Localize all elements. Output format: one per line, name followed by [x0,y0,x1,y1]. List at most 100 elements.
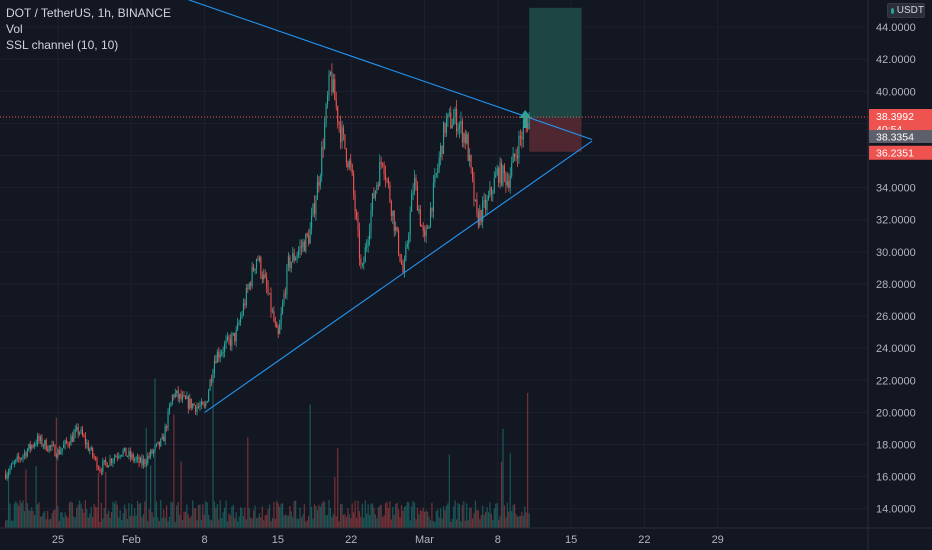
volume-bar [363,517,365,528]
candle-body [296,255,298,259]
volume-bar [103,508,105,528]
symbol-title[interactable]: DOT / TetherUS, 1h, BINANCE [6,6,171,20]
volume-bar [331,517,333,528]
volume-bar [164,517,166,528]
volume-bar [435,511,437,528]
volume-label[interactable]: Vol [6,22,23,36]
volume-bar [341,504,343,528]
volume-bar [453,506,455,528]
candle-body [318,181,320,186]
volume-bar [251,518,253,528]
volume-bar [244,507,246,528]
volume-bar [412,500,414,528]
candle-body [180,394,182,400]
candle-body [224,343,226,352]
volume-bar [473,513,475,528]
volume-bar [509,453,511,528]
volume-bar [513,504,516,528]
volume-bar [415,519,417,528]
volume-bar [39,516,42,528]
volume-bar [100,502,102,528]
volume-bar [434,521,436,528]
candle-body [32,445,34,447]
indicator-label[interactable]: SSL channel (10, 10) [6,38,119,52]
volume-bar [35,466,37,528]
volume-bar [203,514,205,528]
candle-body [200,402,202,406]
currency-button[interactable]: USDT [887,3,925,18]
volume-bar [445,505,448,528]
support-trendline [204,140,593,413]
volume-bar [374,514,376,528]
candle-body [184,395,186,399]
volume-bar [242,516,245,528]
price-tick-label: 14.0000 [876,504,916,516]
candle-body [347,162,349,168]
volume-bar [274,518,276,528]
volume-bar [367,504,369,528]
volume-bar [89,513,91,528]
time-tick-label: 8 [495,534,501,546]
volume-bar [70,501,72,528]
candle-body [369,231,371,241]
candle-body [492,192,494,194]
volume-bar [328,500,330,528]
long-position-tool[interactable] [529,7,582,152]
candle-body [68,445,70,447]
candle-body [282,303,284,314]
candle-body [384,174,387,180]
candle-body [92,447,94,456]
candle-body [264,274,266,278]
candle-body [270,293,272,312]
candle-body [54,445,56,457]
volume-bar [399,517,401,528]
volume-bar [524,506,526,528]
candle-body [328,74,330,96]
status-dot-icon [891,7,894,14]
volume-bar [292,517,294,528]
volume-bar [428,516,430,528]
volume-bar [134,508,136,528]
volume-bar [451,518,453,528]
volume-bar [266,514,268,528]
candle-body [386,179,388,181]
candle-body [64,440,66,445]
time-axis[interactable]: 25 Feb 8 15 22 Mar 8 15 22 29 [0,527,932,546]
candle-body [490,187,492,194]
candle-body [371,193,374,211]
volume-bar [141,517,143,528]
volume-bar [237,521,239,528]
volume-bar [454,500,456,528]
volume-bar [360,516,362,528]
candle-body [329,72,331,75]
volume-bar [154,378,156,528]
candle-body [118,456,120,458]
volume-bar [493,508,495,528]
volume-bar [92,517,94,528]
volume-bar [180,461,182,528]
candle-body [202,402,204,405]
volume-bar [245,519,247,528]
volume-bar [107,510,110,528]
candle-body [116,456,118,458]
volume-bar [477,510,479,528]
candle-body [31,445,33,449]
candle-body [190,398,192,409]
candle-body [47,450,49,452]
volume-bar [105,471,107,528]
trendlines[interactable] [0,0,868,413]
price-axis[interactable]: 44.000042.000040.000038.000036.000034.00… [867,0,916,550]
volume-bar [81,508,84,528]
candle-body [489,187,491,196]
candle-body [18,456,20,459]
volume-bar [177,501,179,528]
volume-bar [335,515,337,528]
volume-bar [395,503,397,528]
candle-body [453,118,455,126]
candle-body [103,460,105,462]
volume-bar [371,503,374,528]
volume-bar [467,520,469,528]
candle-body [419,209,421,226]
candle-body [437,168,439,174]
